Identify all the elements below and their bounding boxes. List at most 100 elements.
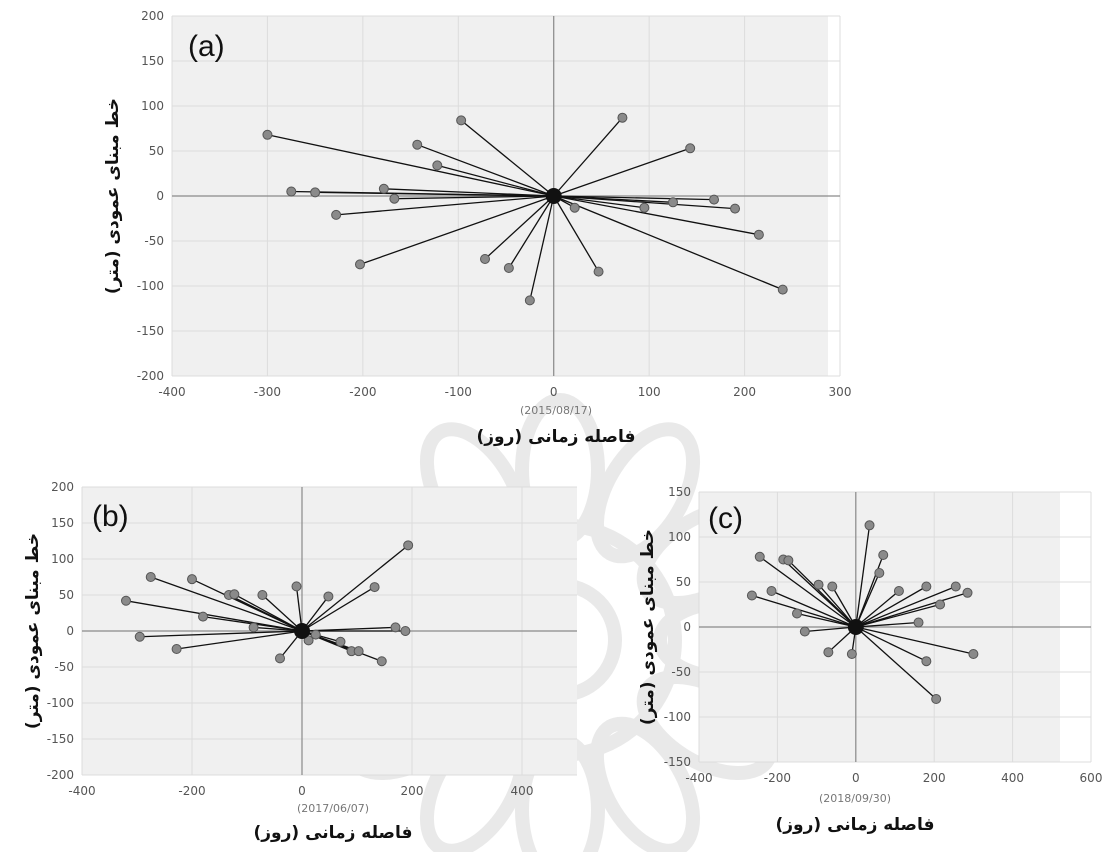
slave-image-point bbox=[400, 626, 411, 636]
x-tick-label: -400 bbox=[158, 385, 185, 399]
panel-label: (c) bbox=[708, 502, 743, 535]
y-tick-label: 100 bbox=[141, 99, 164, 113]
x-axis-title: فاصله زمانی (روز) bbox=[254, 823, 413, 843]
slave-image-point bbox=[823, 647, 834, 658]
y-tick-label: 50 bbox=[676, 575, 691, 589]
chart-panel-b: -400 -200 0 200 400 -200 -150 -100 -50 0 50 100 150 2… bbox=[23, 480, 577, 843]
baseline-connection bbox=[787, 559, 857, 628]
master-image-point bbox=[847, 619, 864, 635]
y-tick-label: -100 bbox=[664, 710, 691, 724]
baseline-connection bbox=[394, 195, 554, 200]
y-tick-label: 50 bbox=[149, 144, 164, 158]
baseline-connection bbox=[150, 576, 303, 632]
y-tick-label: -100 bbox=[47, 696, 74, 710]
slave-image-point bbox=[262, 129, 273, 140]
x-axis-title: فاصله زمانی (روز) bbox=[776, 815, 935, 835]
slave-image-point bbox=[874, 568, 885, 578]
slave-image-point bbox=[134, 631, 145, 642]
slave-image-point bbox=[303, 635, 314, 646]
baseline-connection bbox=[139, 630, 303, 638]
slave-image-point bbox=[275, 653, 285, 664]
slave-image-point bbox=[353, 646, 364, 657]
baseline-connection bbox=[855, 585, 957, 628]
slave-image-point bbox=[354, 259, 365, 270]
baseline-connection bbox=[553, 195, 600, 272]
slave-image-point bbox=[369, 582, 380, 593]
y-tick-label: 100 bbox=[51, 552, 74, 566]
x-tick-label: -300 bbox=[254, 385, 281, 399]
slave-image-point bbox=[569, 202, 580, 213]
slave-image-point bbox=[291, 581, 302, 592]
y-tick-label: -200 bbox=[47, 768, 74, 782]
x-tick-label: 0 bbox=[852, 771, 860, 785]
slave-image-point bbox=[121, 595, 131, 606]
slave-image-point bbox=[709, 194, 720, 205]
master-date-label: (2015/08/17) bbox=[520, 404, 592, 417]
baseline-connection bbox=[751, 594, 856, 628]
master-image-point bbox=[545, 188, 562, 204]
slave-image-point bbox=[323, 591, 334, 602]
slave-image-point bbox=[257, 590, 268, 600]
baseline-connection bbox=[855, 592, 968, 628]
baseline-connection bbox=[484, 195, 555, 260]
panel-label: (b) bbox=[92, 500, 129, 533]
slave-image-point bbox=[403, 540, 414, 551]
slave-image-point bbox=[229, 589, 240, 600]
watermark-petal bbox=[589, 716, 701, 852]
x-tick-label: -400 bbox=[685, 771, 712, 785]
master-date-label: (2018/09/30) bbox=[819, 792, 891, 805]
slave-image-point bbox=[950, 581, 961, 592]
master-date-label: (2017/06/07) bbox=[297, 802, 369, 815]
slave-image-point bbox=[335, 636, 346, 647]
baseline-connection bbox=[125, 600, 303, 632]
y-tick-label: -100 bbox=[137, 279, 164, 293]
slave-image-point bbox=[617, 112, 628, 123]
x-tick-label: -200 bbox=[764, 771, 791, 785]
slave-image-point bbox=[524, 295, 535, 306]
x-tick-label: 0 bbox=[298, 784, 306, 798]
slave-image-point bbox=[198, 611, 208, 622]
baseline-connection bbox=[818, 584, 857, 628]
slave-image-point bbox=[813, 579, 824, 590]
y-axis-title: خط مبنای عمودی (متر) bbox=[103, 98, 123, 294]
slave-image-point bbox=[639, 202, 650, 213]
baseline-connection bbox=[855, 585, 927, 628]
y-tick-label: -150 bbox=[664, 755, 691, 769]
baseline-connection bbox=[261, 594, 303, 632]
slave-image-point bbox=[921, 656, 932, 667]
y-tick-label: 200 bbox=[51, 480, 74, 494]
slave-image-point bbox=[685, 143, 696, 154]
y-tick-label: -150 bbox=[47, 732, 74, 746]
slave-image-point bbox=[792, 608, 802, 619]
panel-label: (a) bbox=[188, 30, 225, 63]
slave-image-point bbox=[389, 193, 400, 204]
y-tick-label: 50 bbox=[59, 588, 74, 602]
y-tick-label: 150 bbox=[51, 516, 74, 530]
slave-image-point bbox=[799, 626, 810, 637]
y-tick-label: -200 bbox=[137, 369, 164, 383]
baseline-connection bbox=[759, 556, 857, 628]
y-tick-label: 150 bbox=[141, 54, 164, 68]
baseline-connection bbox=[771, 590, 857, 628]
slave-image-point bbox=[456, 115, 467, 126]
y-tick-label: 150 bbox=[668, 485, 691, 499]
baseline-connection bbox=[855, 603, 941, 628]
baseline-connection bbox=[553, 147, 691, 197]
baseline-connection bbox=[553, 117, 623, 197]
slave-image-point bbox=[766, 586, 777, 596]
slave-image-point bbox=[753, 229, 764, 240]
baseline-connection bbox=[234, 593, 303, 632]
baseline-connection bbox=[359, 195, 554, 266]
baseline-connection bbox=[855, 590, 900, 628]
slave-image-point bbox=[931, 694, 942, 704]
baseline-connection bbox=[301, 586, 375, 632]
slave-image-point bbox=[968, 649, 979, 659]
slave-image-point bbox=[310, 629, 321, 640]
baseline-connection bbox=[804, 626, 856, 633]
slave-image-point bbox=[593, 266, 604, 277]
slave-image-point bbox=[310, 187, 321, 198]
slave-image-point bbox=[962, 587, 973, 598]
x-tick-label: 400 bbox=[1001, 771, 1024, 785]
x-tick-label: 200 bbox=[923, 771, 946, 785]
baseline-connection bbox=[553, 195, 760, 236]
